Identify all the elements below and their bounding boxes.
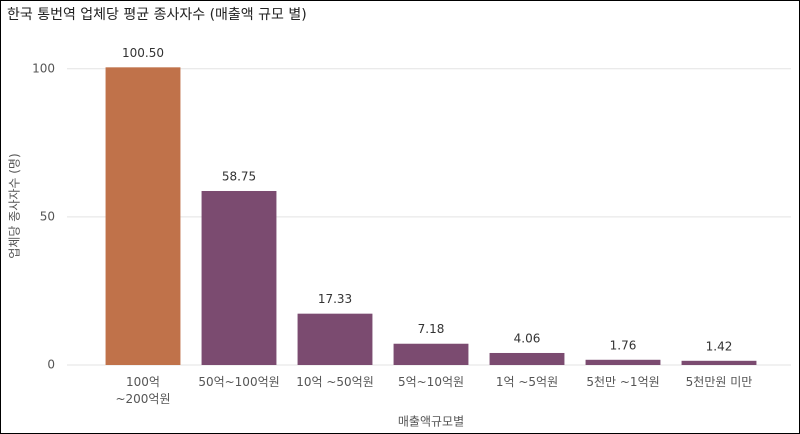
x-tick-label: 1억 ~5억원 bbox=[495, 375, 559, 389]
x-tick-label: 5천만원 미만 bbox=[685, 375, 753, 389]
data-label: 1.76 bbox=[610, 338, 637, 352]
y-axis-title: 업체당 종사자수 (명) bbox=[8, 153, 22, 258]
x-tick-label: 10억 ~50억원 bbox=[296, 375, 374, 389]
data-label: 4.06 bbox=[514, 331, 541, 345]
x-axis-title: 매출액규모별 bbox=[398, 415, 464, 429]
x-tick-label: 5천만 ~1억원 bbox=[586, 375, 660, 389]
bar bbox=[681, 360, 757, 365]
data-label: 100.50 bbox=[122, 46, 164, 60]
bar bbox=[201, 190, 277, 365]
data-label: 17.33 bbox=[318, 292, 352, 306]
data-label: 58.75 bbox=[222, 169, 256, 183]
y-tick-label: 0 bbox=[47, 358, 55, 372]
x-tick-label: 100억 ~200억원 bbox=[115, 375, 171, 406]
x-tick-label: 5억~10억원 bbox=[397, 375, 465, 389]
bar bbox=[585, 359, 661, 365]
x-tick-label: 50억~100억원 bbox=[198, 375, 280, 389]
bar bbox=[393, 343, 469, 365]
y-tick-label: 100 bbox=[32, 61, 55, 75]
data-label: 1.42 bbox=[706, 339, 733, 353]
bar bbox=[489, 352, 565, 365]
bar bbox=[297, 313, 373, 365]
chart-title: 한국 통번역 업체당 평균 종사자수 (매출액 규모 별) bbox=[7, 7, 307, 23]
bar bbox=[105, 67, 181, 365]
data-label: 7.18 bbox=[418, 322, 445, 336]
y-tick-label: 50 bbox=[40, 209, 55, 223]
